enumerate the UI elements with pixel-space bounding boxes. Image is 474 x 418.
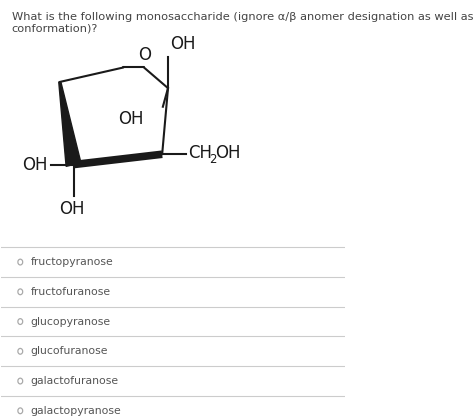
- Text: fructofuranose: fructofuranose: [31, 287, 111, 297]
- Text: CH: CH: [188, 144, 212, 162]
- Text: OH: OH: [215, 144, 241, 162]
- Text: fructopyranose: fructopyranose: [31, 257, 113, 267]
- Text: OH: OH: [22, 155, 48, 173]
- Text: OH: OH: [59, 200, 84, 218]
- Text: O: O: [138, 46, 151, 64]
- Text: galactofuranose: galactofuranose: [31, 376, 118, 386]
- Polygon shape: [59, 82, 81, 166]
- Text: OH: OH: [170, 35, 195, 53]
- Text: OH: OH: [118, 110, 144, 128]
- Text: glucofuranose: glucofuranose: [31, 346, 108, 356]
- Text: galactopyranose: galactopyranose: [31, 406, 121, 416]
- Text: glucopyranose: glucopyranose: [31, 316, 111, 326]
- Text: 2: 2: [209, 153, 217, 166]
- Text: What is the following monosaccharide (ignore α/β anomer designation as well as D: What is the following monosaccharide (ig…: [12, 12, 474, 33]
